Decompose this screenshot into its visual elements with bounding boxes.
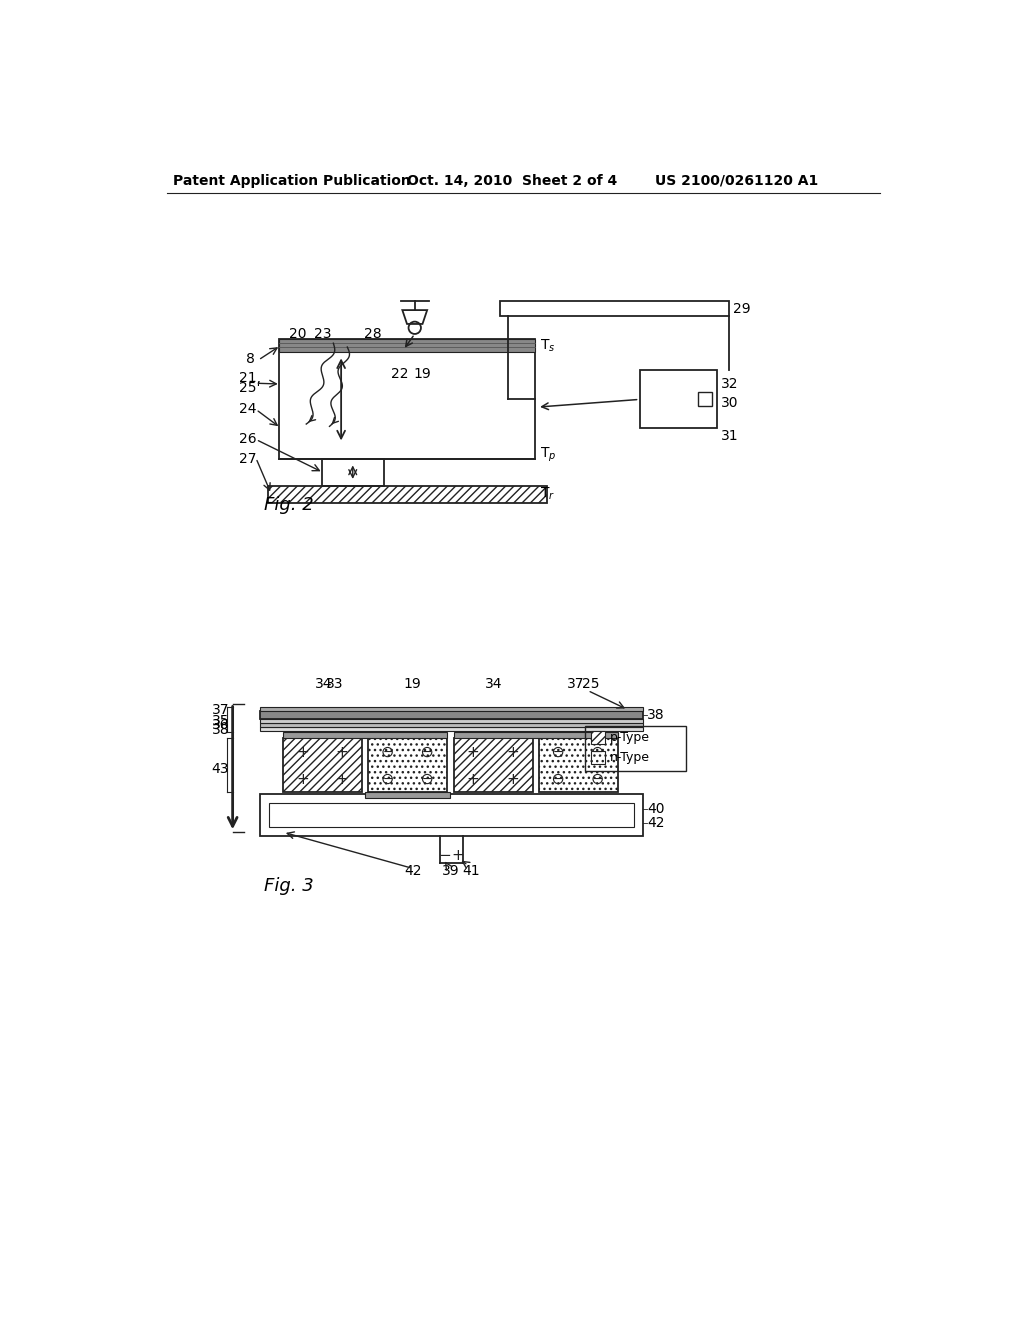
- Text: 43: 43: [212, 762, 229, 776]
- Text: 22: 22: [391, 367, 409, 381]
- Text: 42: 42: [404, 863, 422, 878]
- Text: 38: 38: [647, 708, 665, 722]
- Text: 32: 32: [721, 378, 738, 391]
- Text: +: +: [336, 771, 348, 787]
- Text: 21,: 21,: [239, 371, 261, 385]
- Text: T$_p$: T$_p$: [540, 446, 556, 465]
- Text: +: +: [506, 744, 519, 759]
- Text: 20: 20: [289, 327, 307, 341]
- Bar: [640, 370, 717, 428]
- Bar: [586, 726, 686, 771]
- Text: 24: 24: [239, 401, 256, 416]
- Text: +: +: [336, 744, 348, 759]
- Bar: [269, 803, 634, 826]
- Text: 27: 27: [239, 451, 256, 466]
- Text: Fig. 2: Fig. 2: [263, 496, 313, 513]
- Text: 29: 29: [732, 301, 751, 315]
- Text: +: +: [451, 847, 464, 863]
- Text: 31: 31: [721, 429, 738, 442]
- Bar: [260, 711, 643, 719]
- Bar: [260, 719, 643, 723]
- Text: 35: 35: [212, 714, 229, 729]
- Text: 26: 26: [239, 433, 256, 446]
- Bar: [539, 738, 617, 792]
- Text: 38: 38: [212, 723, 229, 737]
- Text: +: +: [467, 744, 479, 759]
- Text: T$_s$: T$_s$: [540, 338, 555, 354]
- Text: 30: 30: [721, 396, 738, 411]
- Bar: [454, 738, 532, 792]
- Text: 25: 25: [583, 677, 600, 692]
- Bar: [500, 301, 729, 317]
- Text: −: −: [593, 746, 603, 759]
- Text: +: +: [296, 771, 309, 787]
- Text: 23: 23: [314, 327, 332, 341]
- Text: +: +: [296, 744, 309, 759]
- Text: Oct. 14, 2010  Sheet 2 of 4: Oct. 14, 2010 Sheet 2 of 4: [407, 174, 617, 187]
- Bar: [280, 339, 535, 459]
- Bar: [698, 392, 713, 407]
- Text: 34: 34: [314, 677, 332, 692]
- Text: US 2100/0261120 A1: US 2100/0261120 A1: [655, 174, 818, 187]
- Bar: [260, 727, 643, 731]
- Text: −: −: [382, 772, 393, 785]
- Text: 39: 39: [442, 863, 460, 878]
- Text: +: +: [467, 771, 479, 787]
- Text: 34: 34: [485, 677, 503, 692]
- Text: 25': 25': [239, 381, 260, 395]
- Bar: [260, 708, 643, 711]
- Text: +: +: [506, 771, 519, 787]
- Text: −: −: [593, 772, 603, 785]
- Bar: [283, 733, 447, 738]
- Text: n-Type: n-Type: [610, 751, 650, 764]
- Bar: [366, 792, 451, 799]
- Bar: [260, 723, 643, 727]
- Text: 37: 37: [566, 677, 584, 692]
- Text: 42: 42: [647, 816, 665, 830]
- Text: 37: 37: [212, 702, 229, 717]
- Text: −: −: [553, 772, 563, 785]
- Text: T$_r$: T$_r$: [540, 486, 555, 503]
- Text: 28: 28: [365, 327, 382, 341]
- Bar: [369, 738, 447, 792]
- Bar: [322, 459, 384, 486]
- Bar: [267, 486, 547, 503]
- Text: −: −: [422, 772, 432, 785]
- Text: −: −: [438, 847, 452, 863]
- Bar: [592, 730, 605, 744]
- Text: 41: 41: [463, 863, 480, 878]
- Text: 8: 8: [246, 351, 255, 366]
- Text: 33: 33: [327, 677, 344, 692]
- Text: 36: 36: [212, 718, 229, 733]
- Bar: [260, 793, 643, 836]
- Text: p-Type: p-Type: [610, 731, 650, 744]
- Bar: [283, 738, 362, 792]
- Text: −: −: [422, 746, 432, 759]
- Text: −: −: [553, 746, 563, 759]
- Text: −: −: [382, 746, 393, 759]
- Text: 19: 19: [403, 677, 422, 692]
- Text: 40: 40: [647, 803, 665, 816]
- Text: Fig. 3: Fig. 3: [263, 876, 313, 895]
- Bar: [280, 339, 535, 351]
- Bar: [454, 733, 617, 738]
- Text: 19: 19: [414, 367, 431, 381]
- Text: Patent Application Publication: Patent Application Publication: [173, 174, 411, 187]
- Bar: [592, 751, 605, 764]
